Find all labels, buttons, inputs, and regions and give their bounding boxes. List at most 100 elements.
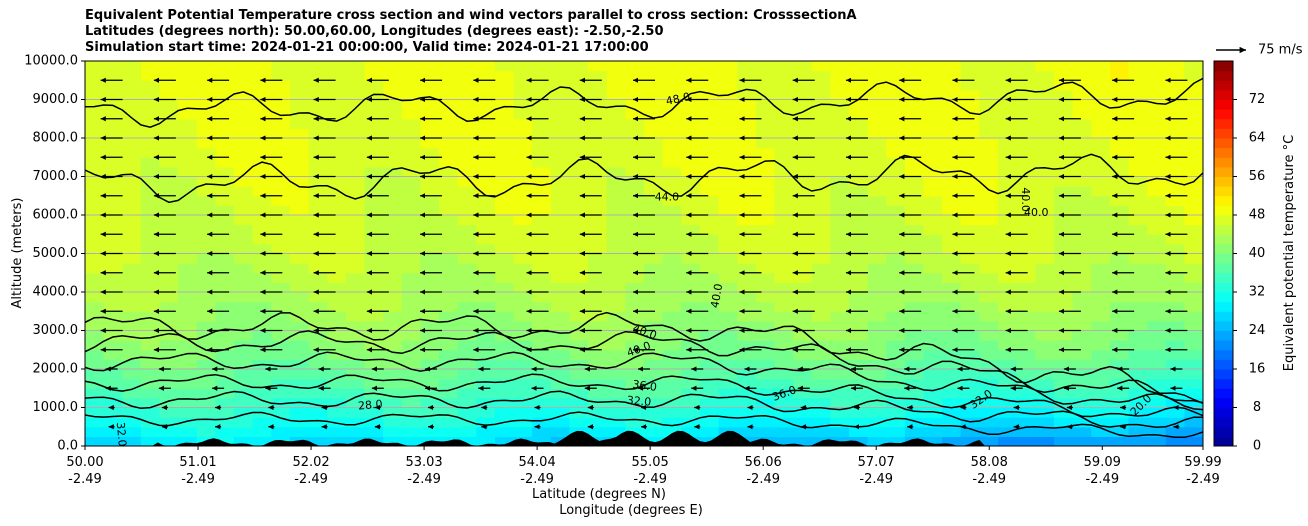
x-tick-label-lon: -2.49 bbox=[181, 472, 215, 487]
colorbar-band bbox=[1214, 397, 1233, 408]
contour-label: 32.0 bbox=[114, 422, 129, 448]
x-tick-label-lat: 56.06 bbox=[745, 455, 782, 470]
y-tick-label: 7000.0 bbox=[33, 169, 79, 184]
colorbar-band bbox=[1214, 205, 1233, 216]
colorbar-band bbox=[1214, 253, 1233, 264]
colorbar-tick-label: 32 bbox=[1249, 285, 1266, 300]
x-tick-label-lon: -2.49 bbox=[294, 472, 328, 487]
y-tick-label: 9000.0 bbox=[33, 92, 79, 107]
colorbar-band bbox=[1214, 263, 1233, 274]
colorbar-band bbox=[1214, 195, 1233, 206]
colorbar-label: Equivalent potential temperature °C bbox=[1282, 135, 1297, 371]
colorbar: 0 8 16 24 32 40 48 56 64 72 Equivalent potential t… bbox=[1213, 60, 1297, 454]
colorbar-tick-label: 72 bbox=[1249, 92, 1266, 107]
terrain-profile bbox=[85, 430, 1203, 446]
colorbar-tick-label: 8 bbox=[1253, 400, 1261, 415]
colorbar-band bbox=[1214, 215, 1233, 226]
chart-title-line-3: Simulation start time: 2024-01-21 00:00:… bbox=[85, 40, 649, 55]
contour-label: 44.0 bbox=[655, 191, 680, 204]
colorbar-band bbox=[1214, 109, 1233, 120]
colorbar-band bbox=[1214, 330, 1233, 341]
contour-line bbox=[85, 153, 1203, 204]
colorbar-band bbox=[1214, 301, 1233, 312]
colorbar-band bbox=[1214, 311, 1233, 322]
colorbar-band bbox=[1214, 89, 1233, 100]
colorbar-tick-label: 40 bbox=[1249, 246, 1266, 261]
x-tick-label-lon: -2.49 bbox=[746, 472, 780, 487]
x-axis-label: Latitude (degrees N) bbox=[532, 487, 666, 502]
x-axis-label-2: Longitude (degrees E) bbox=[559, 503, 703, 518]
y-tick-label: 2000.0 bbox=[33, 362, 79, 377]
contour-line bbox=[85, 311, 1203, 404]
colorbar-band bbox=[1214, 224, 1233, 235]
contour-label: 28.0 bbox=[358, 398, 384, 413]
colorbar-band bbox=[1214, 138, 1233, 149]
chart-title-line-2: Latitudes (degrees north): 50.00,60.00, … bbox=[85, 24, 664, 39]
colorbar-band bbox=[1214, 157, 1233, 168]
colorbar-band bbox=[1214, 61, 1233, 72]
colorbar-tick-label: 56 bbox=[1249, 169, 1266, 184]
contour-label: 48.0 bbox=[665, 90, 692, 108]
x-tick-label-lat: 57.07 bbox=[858, 455, 895, 470]
colorbar-band bbox=[1214, 282, 1233, 293]
colorbar-band bbox=[1214, 340, 1233, 351]
colorbar-band bbox=[1214, 118, 1233, 129]
wind-key-label: 75 m/s bbox=[1258, 43, 1303, 58]
axes: 0.0 1000.0 2000.0 3000.0 4000.0 5000.0 6000.0 7… bbox=[10, 54, 1222, 519]
wind-key: 75 m/s bbox=[1216, 43, 1303, 58]
y-tick-label: 0.0 bbox=[57, 439, 78, 454]
x-tick-label-lat: 55.05 bbox=[632, 455, 669, 470]
terrain bbox=[85, 430, 1203, 446]
colorbar-band bbox=[1214, 359, 1233, 370]
x-tick-label-lon: -2.49 bbox=[1186, 472, 1220, 487]
x-tick-label-lon: -2.49 bbox=[859, 472, 893, 487]
wind-vectors bbox=[100, 77, 1188, 430]
colorbar-band bbox=[1214, 147, 1233, 158]
x-tick-label-lat: 50.00 bbox=[66, 455, 103, 470]
contour-label: 32.0 bbox=[626, 394, 652, 409]
colorbar-band bbox=[1214, 388, 1233, 399]
colorbar-tick-label: 64 bbox=[1249, 131, 1266, 146]
colorbar-band bbox=[1214, 128, 1233, 139]
colorbar-band bbox=[1214, 349, 1233, 360]
contour-line bbox=[85, 373, 1203, 418]
chart-title-line-1: Equivalent Potential Temperature cross s… bbox=[85, 8, 857, 23]
y-tick-label: 10000.0 bbox=[24, 54, 78, 69]
x-tick-label-lon: -2.49 bbox=[972, 472, 1006, 487]
colorbar-band bbox=[1214, 234, 1233, 245]
x-tick-label-lon: -2.49 bbox=[1085, 472, 1119, 487]
colorbar-band bbox=[1214, 99, 1233, 110]
contour-line bbox=[85, 77, 1203, 128]
colorbar-band bbox=[1214, 243, 1233, 254]
colorbar-band bbox=[1214, 407, 1233, 418]
x-tick-label-lon: -2.49 bbox=[633, 472, 667, 487]
colorbar-tick-label: 48 bbox=[1249, 208, 1266, 223]
colorbar-tick-label: 0 bbox=[1253, 439, 1261, 454]
colorbar-band bbox=[1214, 369, 1233, 380]
contour-label: 36.0 bbox=[632, 378, 658, 394]
colorbar-band bbox=[1214, 436, 1233, 447]
contour-label: 40.0 bbox=[708, 283, 725, 309]
colorbar-band bbox=[1214, 166, 1233, 177]
x-tick-label-lon: -2.49 bbox=[68, 472, 102, 487]
colorbar-band bbox=[1214, 417, 1233, 428]
x-tick-label-lat: 59.99 bbox=[1184, 455, 1221, 470]
x-tick-label-lat: 58.08 bbox=[971, 455, 1008, 470]
x-tick-label-lat: 52.02 bbox=[292, 455, 329, 470]
theta-e-field bbox=[85, 61, 1203, 446]
y-tick-label: 8000.0 bbox=[33, 131, 79, 146]
x-tick-label-lat: 51.01 bbox=[179, 455, 216, 470]
y-tick-label: 1000.0 bbox=[33, 400, 79, 415]
x-tick-label-lon: -2.49 bbox=[407, 472, 441, 487]
colorbar-band bbox=[1214, 176, 1233, 187]
colorbar-band bbox=[1214, 70, 1233, 81]
contour-line bbox=[85, 351, 1203, 411]
y-tick-label: 6000.0 bbox=[33, 208, 79, 223]
contour-line bbox=[85, 330, 1203, 404]
colorbar-band bbox=[1214, 272, 1233, 283]
x-tick-label-lon: -2.49 bbox=[520, 472, 554, 487]
x-tick-label-lat: 54.04 bbox=[519, 455, 556, 470]
y-tick-label: 3000.0 bbox=[33, 323, 79, 338]
y-axis-label: Altitude (meters) bbox=[10, 198, 25, 309]
